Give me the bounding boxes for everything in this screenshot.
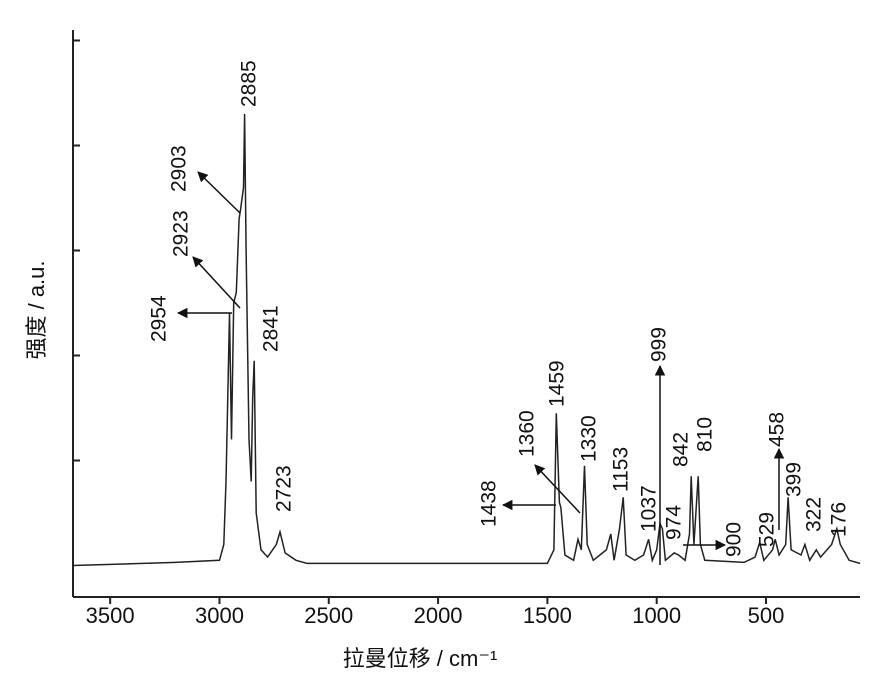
x-tick-label: 1500	[523, 603, 572, 628]
peak-label: 1330	[578, 415, 601, 462]
peak-label: 1360	[516, 410, 539, 457]
x-tick-label: 2000	[414, 603, 463, 628]
spectrum-line	[72, 113, 861, 567]
y-axis-label: 强度 / a.u.	[24, 260, 49, 359]
peak-label: 322	[803, 497, 826, 532]
peak-label: 399	[783, 462, 806, 497]
peak-label: 900	[723, 522, 746, 557]
peak-label: 1037	[638, 485, 661, 532]
peak-label: 2903	[168, 145, 191, 192]
x-tick-label: 2500	[304, 603, 353, 628]
peak-label: 2723	[273, 465, 296, 512]
x-tick-label: 3500	[86, 603, 135, 628]
peak-arrow	[197, 171, 241, 214]
x-tick-label: 3000	[195, 603, 244, 628]
peak-label: 2841	[260, 305, 283, 352]
peak-label: 2923	[170, 210, 193, 257]
peak-label: 458	[766, 412, 789, 447]
x-axis-label: 拉曼位移 / cm⁻¹	[343, 646, 498, 671]
peak-arrow	[534, 464, 581, 514]
peak-label: 974	[663, 505, 686, 540]
peak-label: 176	[828, 502, 851, 537]
peak-label: 842	[670, 432, 693, 467]
peak-label: 529	[756, 512, 779, 547]
peak-label: 1438	[478, 480, 501, 527]
peak-label: 1153	[610, 447, 633, 492]
peak-label: 2885	[238, 60, 261, 107]
peak-arrow	[192, 256, 241, 309]
peak-label: 1459	[546, 360, 569, 407]
peak-label: 999	[648, 327, 671, 362]
x-tick-label: 1000	[632, 603, 681, 628]
x-tick-label: 500	[748, 603, 785, 628]
peak-label: 810	[694, 417, 717, 452]
peak-label: 2954	[148, 295, 171, 342]
